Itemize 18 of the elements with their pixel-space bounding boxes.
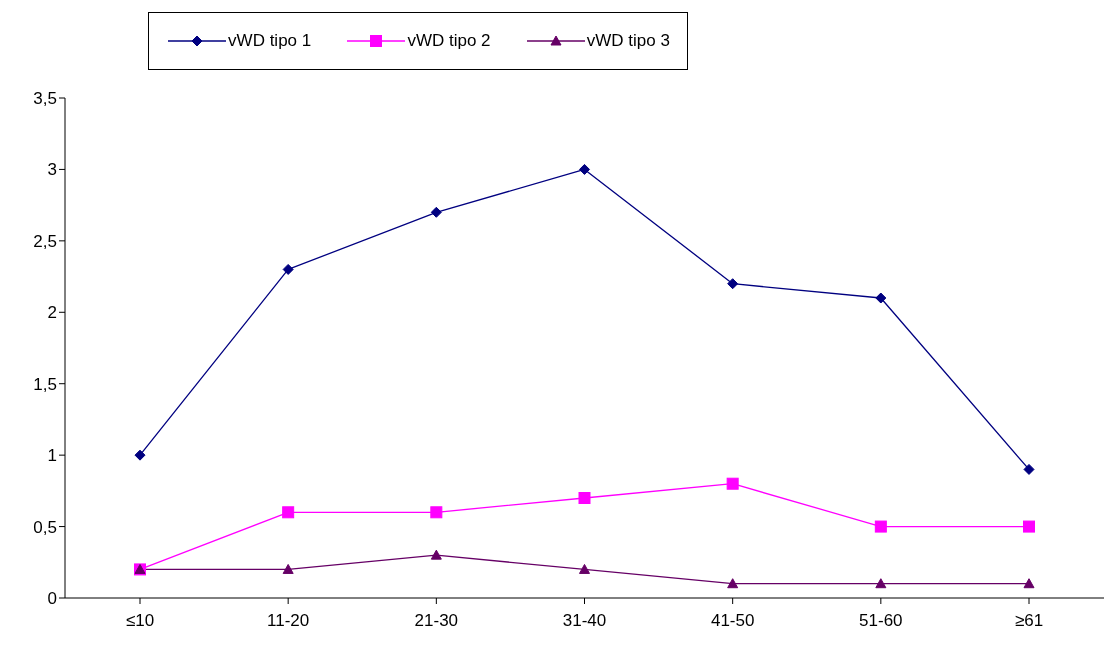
x-tick-label: 11-20 <box>267 611 310 631</box>
y-tick-label: 0 <box>47 589 57 609</box>
x-tick-label: 41-50 <box>710 611 755 631</box>
x-tick-label: 51-60 <box>859 611 903 631</box>
x-tick-label: ≤10 <box>125 611 155 631</box>
y-tick-label: 3,5 <box>33 89 57 109</box>
y-tick-label: 3 <box>47 160 57 180</box>
x-tick-label: ≥61 <box>1014 611 1044 631</box>
y-tick-label: 2 <box>47 303 57 323</box>
y-tick-label: 1,5 <box>33 374 57 394</box>
y-tick-label: 1 <box>47 446 57 466</box>
y-tick-label: 0,5 <box>33 517 57 537</box>
legend-label: vWD tipo 2 <box>407 31 491 51</box>
y-tick-label: 2,5 <box>33 231 57 251</box>
x-tick-label: 31-40 <box>562 611 607 631</box>
legend-label: vWD tipo 3 <box>586 31 670 51</box>
legend-label: vWD tipo 1 <box>228 31 312 51</box>
x-tick-label: 21-30 <box>414 611 459 631</box>
